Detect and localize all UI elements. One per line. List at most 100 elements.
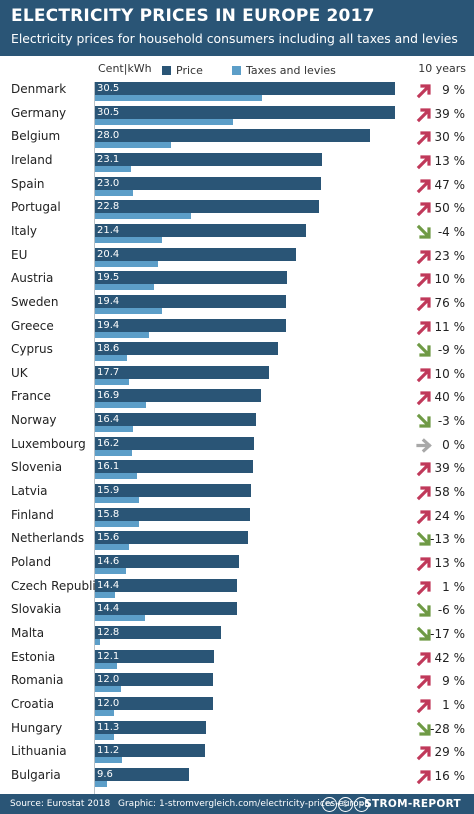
ten-year-change-label: 10 % (434, 272, 466, 287)
price-bar (95, 625, 221, 639)
country-label: France (11, 389, 51, 404)
row-netherlands: Netherlands 15.6 -13 % (0, 529, 474, 552)
row-sweden: Sweden 19.4 76 % (0, 293, 474, 316)
ten-year-change-label: 0 % (442, 437, 465, 452)
trend-up-arrow-icon (416, 391, 431, 406)
price-value-label: 19.4 (97, 295, 120, 307)
ten-year-change-label: 58 % (434, 485, 466, 500)
taxes-bar (95, 449, 133, 456)
country-label: EU (11, 247, 28, 262)
country-label: Spain (11, 176, 45, 191)
ten-year-change-label: -28 % (430, 721, 465, 736)
row-france: France 16.9 40 % (0, 387, 474, 410)
price-bar (95, 484, 252, 498)
ten-year-change-label: -9 % (437, 343, 465, 358)
taxes-bar (95, 638, 100, 645)
price-bar (95, 176, 322, 190)
price-bar (95, 507, 251, 521)
row-luxembourg: Luxembourg 16.2 0 % (0, 435, 474, 458)
ten-year-change-label: 1 % (442, 579, 465, 594)
row-slovenia: Slovenia 16.1 39 % (0, 458, 474, 481)
graphic-credit: Graphic: 1-stromvergleich.com/electricit… (118, 799, 370, 809)
row-belgium: Belgium 28.0 30 % (0, 127, 474, 150)
country-label: Hungary (11, 720, 63, 735)
taxes-bar (95, 520, 140, 527)
price-value-label: 9.6 (97, 768, 113, 780)
trend-up-arrow-icon (416, 297, 431, 312)
price-bar (95, 223, 306, 237)
price-value-label: 15.9 (97, 485, 120, 497)
taxes-bar (95, 165, 132, 172)
price-value-label: 30.5 (97, 106, 120, 118)
row-poland: Poland 14.6 13 % (0, 553, 474, 576)
chart-subtitle: Electricity prices for household consume… (11, 31, 458, 46)
price-bar (95, 82, 396, 95)
legend-price: Price (162, 62, 203, 78)
legend-taxes-label: Taxes and levies (246, 63, 336, 77)
trend-up-arrow-icon (416, 746, 431, 761)
price-value-label: 19.4 (97, 319, 120, 331)
country-label: Italy (11, 223, 38, 238)
ten-year-change-label: -17 % (430, 626, 465, 641)
trend-down-arrow-icon (416, 413, 431, 428)
taxes-bar (95, 402, 147, 409)
legend-price-swatch (162, 65, 171, 75)
taxes-bar (95, 331, 150, 338)
trend-up-arrow-icon (416, 84, 431, 99)
price-value-label: 14.4 (97, 579, 120, 591)
legend-taxes-swatch (232, 65, 241, 75)
price-value-label: 21.4 (97, 224, 120, 236)
country-label: Austria (11, 271, 54, 286)
ten-year-change-label: 16 % (434, 768, 466, 783)
trend-up-arrow-icon (416, 273, 431, 288)
row-finland: Finland 15.8 24 % (0, 506, 474, 529)
country-label: Cyprus (11, 342, 53, 357)
price-value-label: 12.1 (97, 650, 120, 662)
ten-year-change-label: 76 % (434, 295, 466, 310)
price-bar (95, 720, 207, 734)
price-bar (95, 247, 296, 261)
price-value-label: 12.8 (97, 626, 120, 638)
price-value-label: 22.8 (97, 201, 120, 213)
country-label: Norway (11, 413, 57, 428)
taxes-bar (95, 757, 122, 764)
price-bar (95, 673, 214, 687)
country-label: Slovakia (11, 602, 62, 617)
trend-up-arrow-icon (416, 581, 431, 595)
row-greece: Greece 19.4 11 % (0, 317, 474, 340)
price-value-label: 16.9 (97, 390, 120, 402)
price-value-label: 28.0 (97, 130, 120, 142)
chart-title: ELECTRICITY PRICES IN EUROPE 2017 (11, 6, 375, 26)
row-norway: Norway 16.4 -3 % (0, 411, 474, 434)
row-portugal: Portugal 22.8 50 % (0, 198, 474, 221)
ten-year-change-label: 24 % (434, 508, 466, 523)
taxes-bar (95, 544, 130, 551)
nd-icon: = (354, 797, 369, 812)
taxes-bar (95, 118, 233, 125)
country-label: Finland (11, 507, 54, 522)
taxes-bar (95, 95, 263, 101)
trend-up-arrow-icon (416, 486, 431, 501)
taxes-bar (95, 213, 192, 220)
price-bar (95, 318, 286, 332)
row-estonia: Estonia 12.1 42 % (0, 648, 474, 671)
country-label: Poland (11, 555, 52, 569)
ten-year-change-label: -6 % (437, 603, 465, 618)
taxes-bar (95, 426, 134, 433)
taxes-bar (95, 568, 126, 574)
price-value-label: 15.6 (97, 532, 120, 544)
price-value-label: 15.8 (97, 508, 120, 520)
taxes-bar (95, 780, 107, 787)
taxes-bar (95, 142, 171, 149)
taxes-bar (95, 260, 158, 267)
price-bar (95, 436, 255, 450)
ten-year-change-label: 47 % (434, 177, 466, 192)
ten-year-change-label: 11 % (434, 319, 466, 334)
trend-up-arrow-icon (416, 131, 431, 146)
price-value-label: 16.1 (97, 461, 120, 473)
header-banner: ELECTRICITY PRICES IN EUROPE 2017 Electr… (0, 0, 474, 56)
trend-up-arrow-icon (416, 249, 431, 264)
trend-up-arrow-icon (416, 202, 431, 217)
taxes-bar (95, 284, 155, 291)
price-bar (95, 531, 249, 545)
